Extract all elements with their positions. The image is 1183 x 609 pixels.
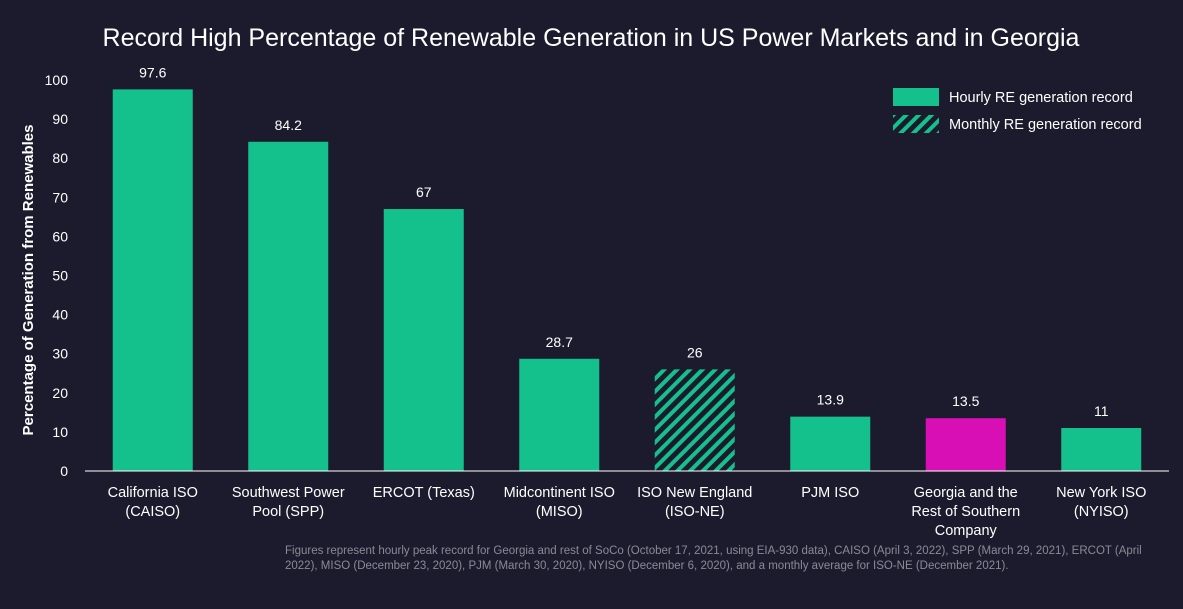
legend-label: Hourly RE generation record xyxy=(949,90,1133,106)
y-axis-label: Percentage of Generation from Renewables xyxy=(20,125,37,436)
x-tick-label: (MISO) xyxy=(536,504,583,520)
x-tick-label: California ISO xyxy=(108,485,198,501)
y-tick-label: 10 xyxy=(52,424,68,440)
bar xyxy=(383,209,464,471)
data-label: 13.5 xyxy=(952,393,979,409)
legend: Hourly RE generation record Monthly RE ge… xyxy=(893,88,1142,133)
x-tick-label: ERCOT (Texas) xyxy=(373,485,475,501)
y-tick-label: 70 xyxy=(52,189,68,205)
x-tick-label: New York ISO xyxy=(1056,485,1146,501)
data-label: 28.7 xyxy=(546,334,573,350)
data-label: 84.2 xyxy=(275,117,302,133)
bar xyxy=(654,369,735,471)
legend-swatch xyxy=(893,88,939,106)
bar xyxy=(1061,427,1142,471)
bar xyxy=(248,141,329,471)
data-label: 26 xyxy=(687,344,703,360)
bar xyxy=(112,89,193,471)
legend-swatch xyxy=(893,115,939,133)
y-axis-ticks: 0 10 20 30 40 50 60 70 80 90 100 xyxy=(45,72,69,479)
x-tick-label: Midcontinent ISO xyxy=(504,485,615,501)
x-tick-label: Pool (SPP) xyxy=(252,504,324,520)
bar xyxy=(790,416,871,471)
data-label: 13.9 xyxy=(817,392,844,408)
x-tick-label: Rest of Southern xyxy=(911,504,1020,520)
data-label: 97.6 xyxy=(139,64,166,80)
y-tick-label: 20 xyxy=(52,385,68,401)
y-tick-label: 100 xyxy=(45,72,69,88)
bars-group xyxy=(112,89,1142,471)
x-tick-label: (ISO-NE) xyxy=(665,504,725,520)
x-tick-label: ISO New England xyxy=(637,485,752,501)
x-tick-label: (NYISO) xyxy=(1074,504,1129,520)
chart-title: Record High Percentage of Renewable Gene… xyxy=(103,24,1080,52)
y-tick-label: 30 xyxy=(52,346,68,362)
x-axis-labels: California ISO (CAISO) Southwest Power Pool… xyxy=(108,485,1147,539)
bar xyxy=(519,358,600,471)
bar xyxy=(925,418,1006,471)
data-label: 11 xyxy=(1094,403,1109,419)
x-tick-label: Company xyxy=(935,523,998,539)
data-label: 67 xyxy=(416,184,432,200)
x-tick-label: PJM ISO xyxy=(801,485,859,501)
y-tick-label: 80 xyxy=(52,150,68,166)
y-tick-label: 0 xyxy=(60,463,68,479)
y-tick-label: 90 xyxy=(52,111,68,127)
y-tick-label: 40 xyxy=(52,307,68,323)
legend-label: Monthly RE generation record xyxy=(949,117,1142,133)
x-tick-label: Southwest Power xyxy=(232,485,345,501)
footnote: Figures represent hourly peak record for… xyxy=(285,545,1142,572)
y-tick-label: 50 xyxy=(52,268,68,284)
x-tick-label: Georgia and the xyxy=(914,485,1018,501)
value-labels-group: 97.6 84.2 67 28.7 26 13.9 13.5 11 xyxy=(139,64,1109,419)
x-tick-label: (CAISO) xyxy=(125,504,180,520)
y-tick-label: 60 xyxy=(52,228,68,244)
